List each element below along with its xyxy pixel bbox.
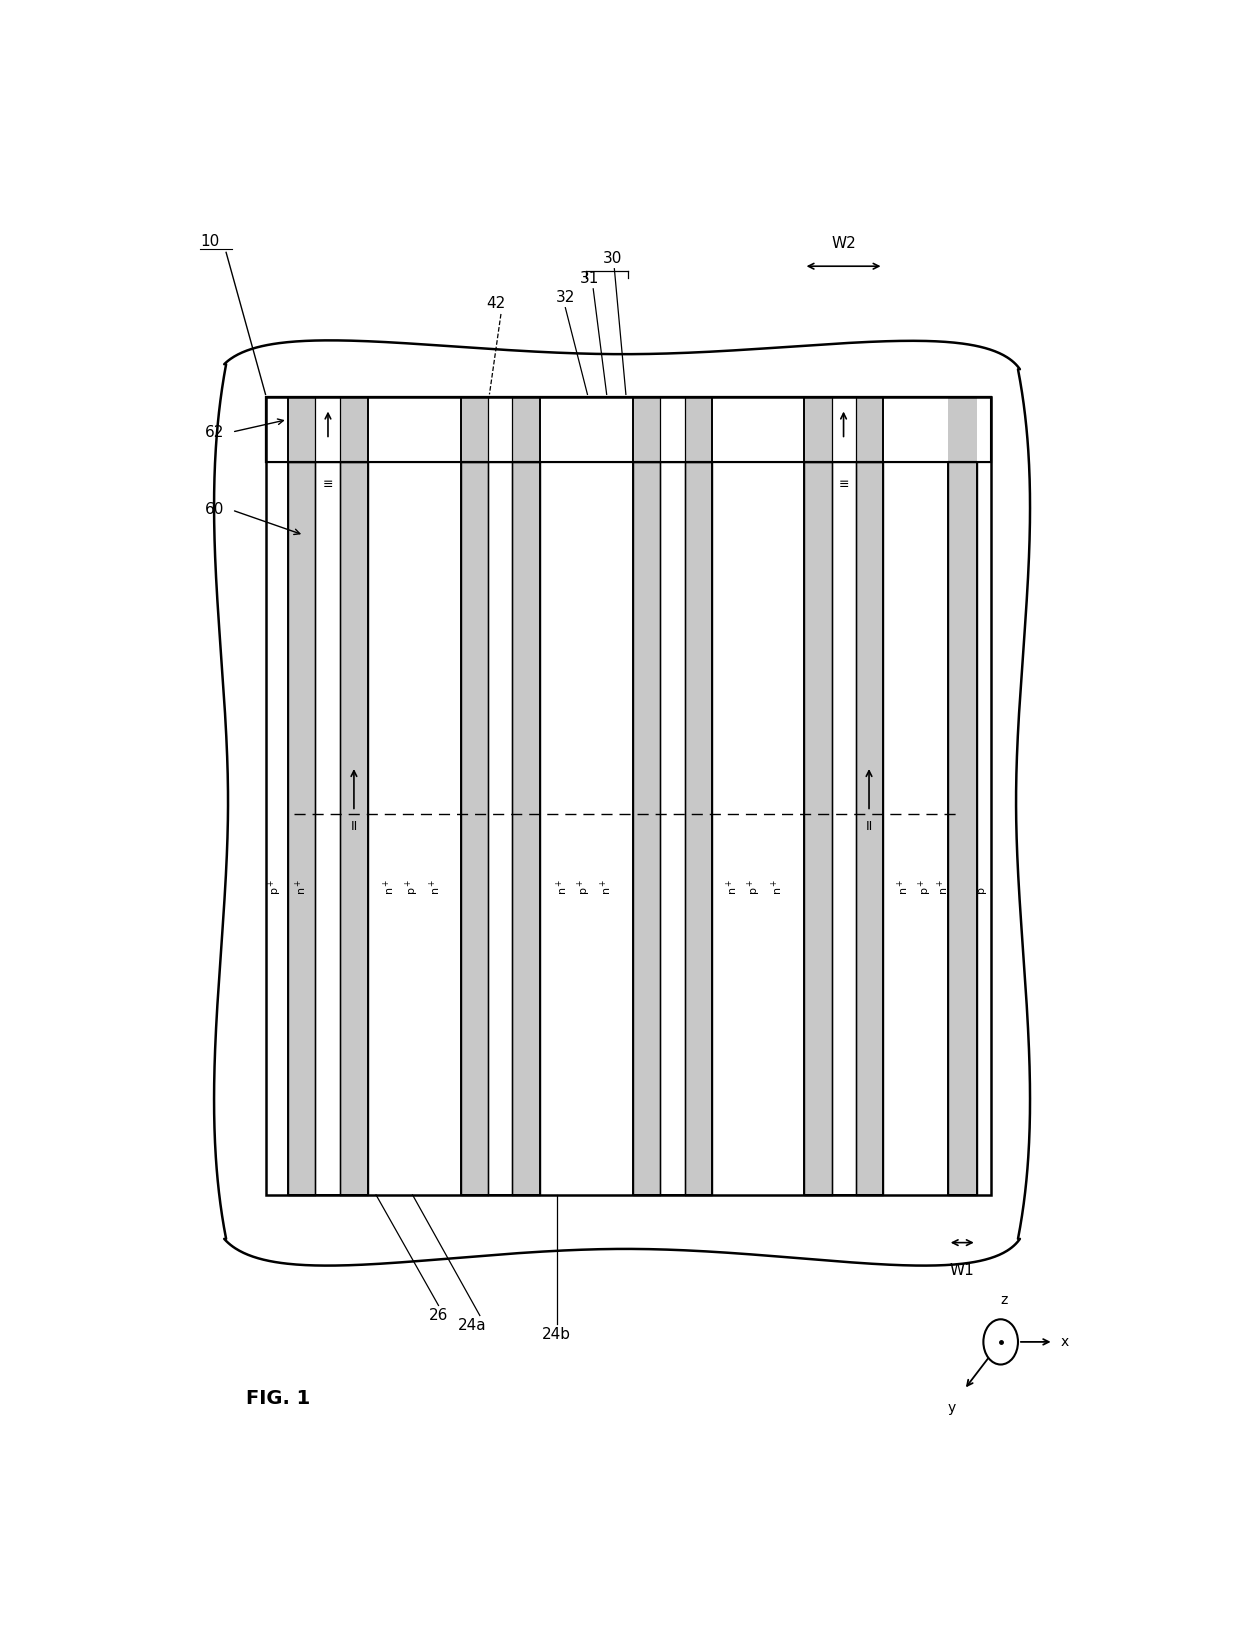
Text: 24b: 24b xyxy=(542,1327,572,1342)
Bar xyxy=(804,397,883,1195)
Text: p$^+$: p$^+$ xyxy=(404,880,422,896)
Text: n$^+$: n$^+$ xyxy=(382,880,397,896)
Text: ≡: ≡ xyxy=(838,478,849,491)
Text: 26: 26 xyxy=(429,1307,448,1324)
Text: W2: W2 xyxy=(831,237,856,251)
Text: n$^+$: n$^+$ xyxy=(294,880,309,896)
Bar xyxy=(315,397,341,462)
Text: 10: 10 xyxy=(200,233,219,248)
Bar xyxy=(977,397,991,462)
Text: n$^+$: n$^+$ xyxy=(725,880,740,896)
Bar xyxy=(541,397,632,462)
Bar xyxy=(265,397,991,462)
Text: II: II xyxy=(866,821,873,834)
Text: 30: 30 xyxy=(603,251,622,266)
Bar xyxy=(856,462,883,1195)
Bar xyxy=(883,397,947,462)
Text: 24a: 24a xyxy=(458,1319,486,1333)
Bar xyxy=(288,462,315,1195)
Text: II: II xyxy=(351,821,357,834)
Bar xyxy=(460,462,489,1195)
Text: 60: 60 xyxy=(205,503,224,517)
Bar xyxy=(265,397,991,1195)
Text: p$^+$: p$^+$ xyxy=(746,880,764,896)
Bar xyxy=(947,462,977,1195)
Bar xyxy=(632,397,712,1195)
Text: p$^+$: p$^+$ xyxy=(918,880,935,896)
Text: n$^+$: n$^+$ xyxy=(935,880,951,896)
Text: x: x xyxy=(1060,1335,1069,1350)
Text: p$^+$: p$^+$ xyxy=(575,880,593,896)
Text: FIG. 1: FIG. 1 xyxy=(247,1389,310,1408)
Text: p$^+$: p$^+$ xyxy=(267,880,284,896)
Text: n$^+$: n$^+$ xyxy=(770,880,785,896)
Text: ≡: ≡ xyxy=(322,478,334,491)
Bar xyxy=(512,462,541,1195)
Text: z: z xyxy=(1001,1293,1008,1307)
Text: y: y xyxy=(947,1400,956,1415)
Bar xyxy=(265,397,991,1195)
Text: n$^+$: n$^+$ xyxy=(554,880,570,896)
Bar xyxy=(489,397,512,462)
Bar xyxy=(460,397,541,1195)
Bar xyxy=(265,397,991,462)
Bar xyxy=(832,397,856,462)
Text: p$^-$: p$^-$ xyxy=(977,880,990,896)
Bar xyxy=(947,462,977,1195)
Text: W1: W1 xyxy=(950,1263,975,1278)
Bar xyxy=(265,397,991,462)
Text: 42: 42 xyxy=(486,297,506,312)
Bar xyxy=(265,397,288,462)
Text: n$^+$: n$^+$ xyxy=(897,880,911,896)
Bar xyxy=(632,462,661,1195)
Bar xyxy=(712,397,804,462)
Bar xyxy=(661,397,684,462)
Text: 31: 31 xyxy=(579,271,599,286)
Text: 32: 32 xyxy=(556,290,575,305)
Bar xyxy=(684,462,712,1195)
Bar xyxy=(288,397,368,1195)
Bar xyxy=(368,397,460,462)
Text: n$^+$: n$^+$ xyxy=(428,880,443,896)
Bar xyxy=(341,462,368,1195)
Text: n$^+$: n$^+$ xyxy=(599,880,614,896)
Bar xyxy=(804,462,832,1195)
Text: 62: 62 xyxy=(205,424,224,439)
